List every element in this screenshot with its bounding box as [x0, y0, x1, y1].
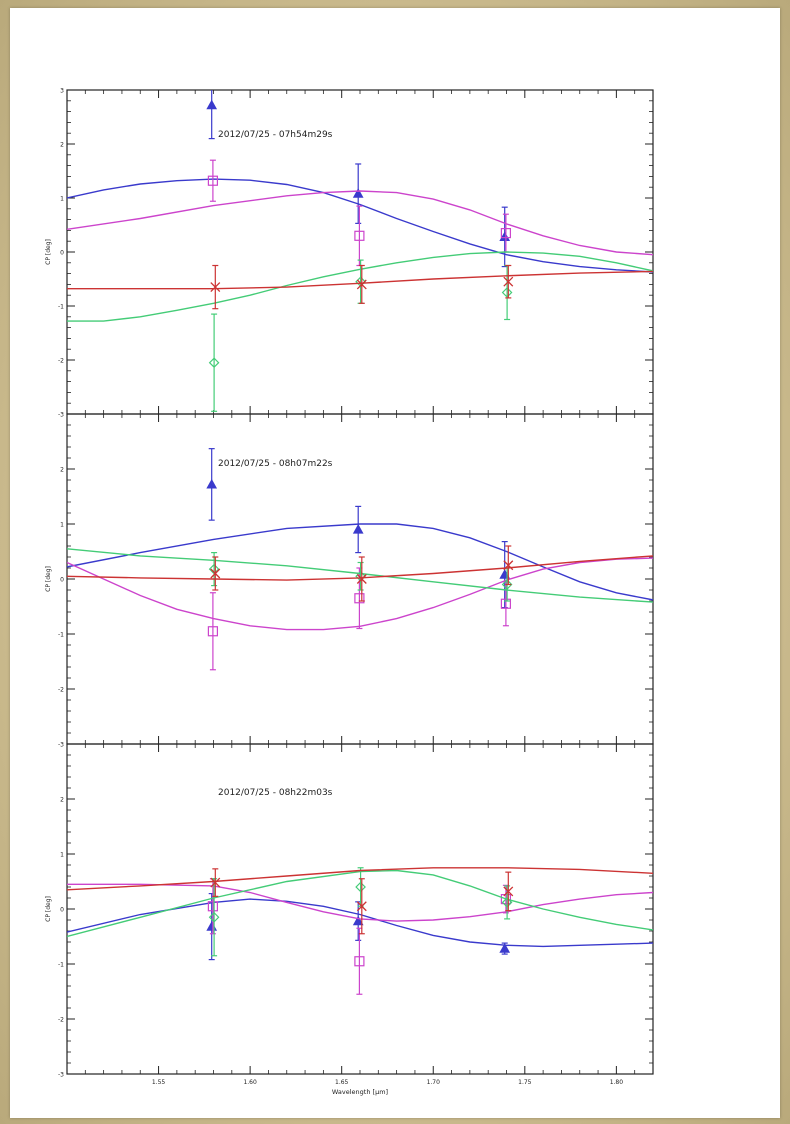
y-tick-label: -1: [58, 962, 64, 969]
data-point-x: [356, 901, 367, 912]
y-tick-label: -2: [58, 687, 64, 694]
y-tick-label: 3: [60, 88, 64, 95]
panel-title: 2012/07/25 - 08h07m22s: [218, 459, 333, 469]
data-point-diamond: [501, 287, 513, 298]
series-group: [67, 90, 653, 412]
y-tick-label: 1: [60, 522, 64, 529]
panel-title: 2012/07/25 - 07h54m29s: [218, 130, 333, 140]
data-point-triangle: [352, 523, 364, 534]
series-curve: [67, 178, 653, 273]
data-point-square: [500, 598, 511, 609]
series-curve: [67, 270, 653, 290]
y-tick-label: -1: [58, 632, 64, 639]
figure-page: -3 -2 -1 0 1 2 3 CP [deg] 2012/07/25 - 07h54m29s…: [10, 8, 780, 1118]
y-axis-label: CP [deg]: [45, 896, 52, 922]
y-tick-label: 2: [60, 142, 64, 149]
y-tick-label: -3: [58, 1072, 64, 1079]
chart-panel-1: -3 -2 -1 0 1 2 3 CP [deg] 2012/07/25 - 07h54m29s: [45, 88, 654, 419]
y-tick-label: 0: [60, 250, 64, 257]
data-point-x: [210, 877, 221, 888]
data-point-triangle: [206, 99, 218, 110]
data-point-triangle: [206, 921, 218, 931]
data-point-x: [503, 276, 514, 287]
data-point-square: [207, 626, 218, 637]
x-tick-label: 1.55: [152, 1079, 166, 1086]
data-point-square: [354, 956, 365, 967]
series-curve: [67, 883, 653, 922]
data-point-triangle: [206, 478, 218, 489]
y-tick-label: -2: [58, 358, 64, 365]
series-curve: [67, 898, 653, 948]
data-point-triangle: [499, 231, 511, 241]
data-point-x: [210, 282, 221, 293]
closure-phase-figure: -3 -2 -1 0 1 2 3 CP [deg] 2012/07/25 - 07h54m29s…: [45, 88, 654, 1096]
data-point-square: [354, 593, 365, 604]
y-tick-label: 1: [60, 196, 64, 203]
y-tick-label: 1: [60, 852, 64, 859]
data-point-square: [207, 175, 218, 186]
data-point-x: [356, 279, 367, 290]
data-point-x: [503, 560, 514, 571]
series-group: [67, 448, 653, 671]
y-tick-label: -1: [58, 304, 64, 311]
y-axis-label: CP [deg]: [45, 566, 52, 592]
data-point-triangle: [352, 188, 364, 198]
data-point-square: [500, 228, 511, 239]
y-tick-label: 0: [60, 577, 64, 584]
data-point-triangle: [499, 943, 511, 953]
panel-frame: [66, 743, 654, 1075]
series-curve: [67, 190, 653, 256]
data-point-diamond: [208, 911, 220, 923]
data-point-triangle: [352, 915, 364, 926]
x-tick-label: 1.75: [518, 1079, 532, 1086]
y-tick-label: -3: [58, 412, 64, 419]
data-point-diamond: [208, 563, 220, 575]
panel-title: 2012/07/25 - 08h22m03s: [218, 788, 333, 798]
x-tick-label: 1.60: [243, 1079, 257, 1086]
y-tick-label: -3: [58, 742, 64, 749]
y-tick-label: 2: [60, 797, 64, 804]
series-curve: [67, 867, 653, 891]
data-point-diamond: [208, 357, 220, 369]
chart-panel-2: -3 -2 -1 0 1 2 CP [deg] 2012/07/25 - 08h07m22s: [45, 413, 654, 749]
series-group: [67, 867, 653, 995]
y-tick-label: -2: [58, 1017, 64, 1024]
x-axis-label: Wavelength [μm]: [332, 1088, 388, 1096]
x-tick-label: 1.65: [335, 1079, 349, 1086]
data-point-x: [503, 886, 514, 897]
data-point-x: [210, 568, 221, 579]
series-curve: [67, 523, 653, 601]
data-point-diamond: [501, 579, 513, 590]
data-point-square: [354, 230, 365, 241]
y-tick-label: 0: [60, 907, 64, 914]
data-point-x: [356, 574, 367, 584]
chart-panel-3: -3 -2 -1 0 1 2 CP [deg] 2012/07/25 - 08h22m03s 1…: [45, 743, 654, 1096]
data-point-square: [207, 901, 218, 912]
data-point-diamond: [355, 881, 366, 893]
x-tick-label: 1.80: [610, 1079, 624, 1086]
x-tick-label: 1.70: [427, 1079, 441, 1086]
y-tick-label: 2: [60, 467, 64, 474]
y-axis-label: CP [deg]: [45, 239, 52, 265]
data-point-diamond: [501, 897, 513, 908]
